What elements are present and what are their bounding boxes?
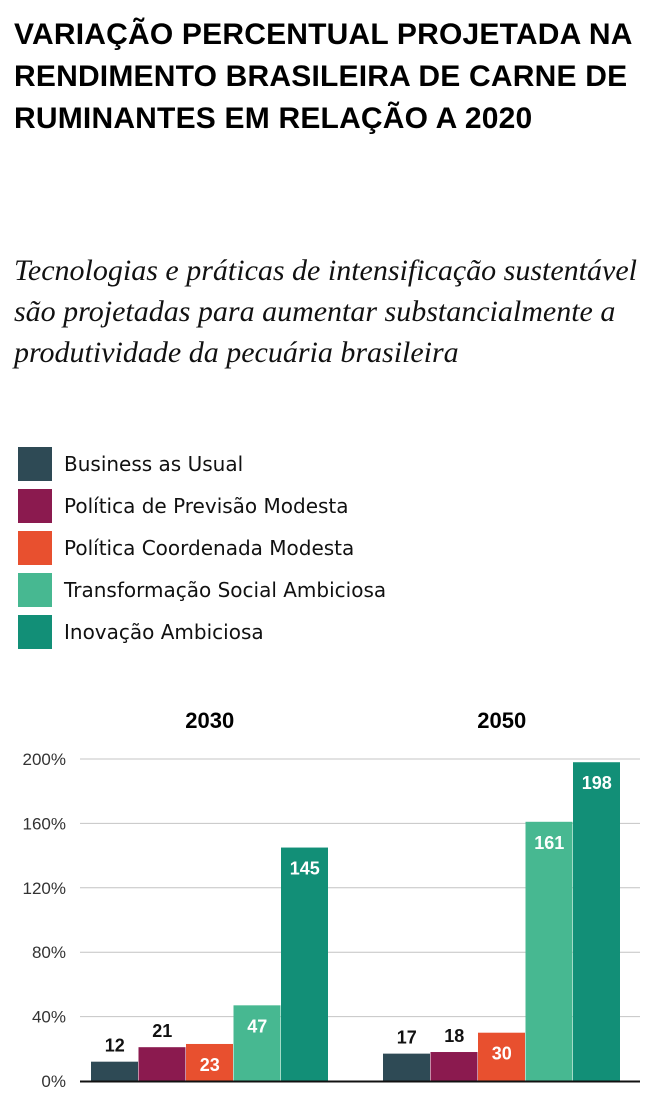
category-label: 2050: [477, 708, 526, 733]
chart-title: VARIAÇÃO PERCENTUAL PROJETADA NA RENDIME…: [14, 18, 632, 135]
chart-subtitle: Tecnologias e práticas de intensificação…: [14, 254, 637, 369]
y-tick-label: 80%: [32, 943, 66, 962]
bar: [186, 1043, 233, 1081]
legend-label: Business as Usual: [64, 452, 244, 476]
legend-label: Política de Previsão Modesta: [64, 494, 349, 518]
legend-item: Política de Previsão Modesta: [18, 485, 386, 527]
legend-item: Transformação Social Ambiciosa: [18, 569, 386, 611]
data-label: 198: [582, 773, 612, 793]
legend: Business as Usual Política de Previsão M…: [18, 443, 386, 653]
y-tick-label: 120%: [23, 879, 66, 898]
data-label: 47: [247, 1016, 267, 1036]
data-label: 30: [492, 1044, 512, 1064]
data-label: 161: [534, 833, 564, 853]
legend-swatch: [18, 531, 52, 565]
legend-swatch: [18, 615, 52, 649]
bar: [478, 1032, 525, 1081]
legend-label: Transformação Social Ambiciosa: [64, 578, 387, 602]
data-label: 18: [444, 1026, 464, 1046]
data-label: 145: [290, 859, 320, 879]
legend-swatch: [18, 447, 52, 481]
data-label: 17: [397, 1028, 417, 1048]
data-label: 21: [152, 1021, 172, 1041]
data-label: 23: [200, 1055, 220, 1075]
y-tick-label: 40%: [32, 1008, 66, 1027]
legend-label: Política Coordenada Modesta: [64, 536, 355, 560]
legend-label: Inovação Ambiciosa: [64, 620, 264, 644]
y-tick-label: 0%: [41, 1072, 66, 1091]
y-tick-label: 200%: [23, 750, 66, 769]
bar: [233, 1005, 281, 1081]
legend-item: Business as Usual: [18, 443, 386, 485]
bar: [573, 762, 620, 1081]
data-label: 12: [105, 1036, 125, 1056]
bar: [138, 1047, 186, 1081]
y-tick-label: 160%: [23, 814, 66, 833]
legend-item: Política Coordenada Modesta: [18, 527, 386, 569]
bar: [91, 1061, 138, 1081]
legend-item: Inovação Ambiciosa: [18, 611, 386, 653]
bar: [281, 847, 328, 1081]
category-label: 2030: [185, 708, 234, 733]
bar: [383, 1053, 430, 1081]
bar: [525, 821, 573, 1081]
bar: [430, 1052, 478, 1081]
legend-swatch: [18, 573, 52, 607]
legend-swatch: [18, 489, 52, 523]
